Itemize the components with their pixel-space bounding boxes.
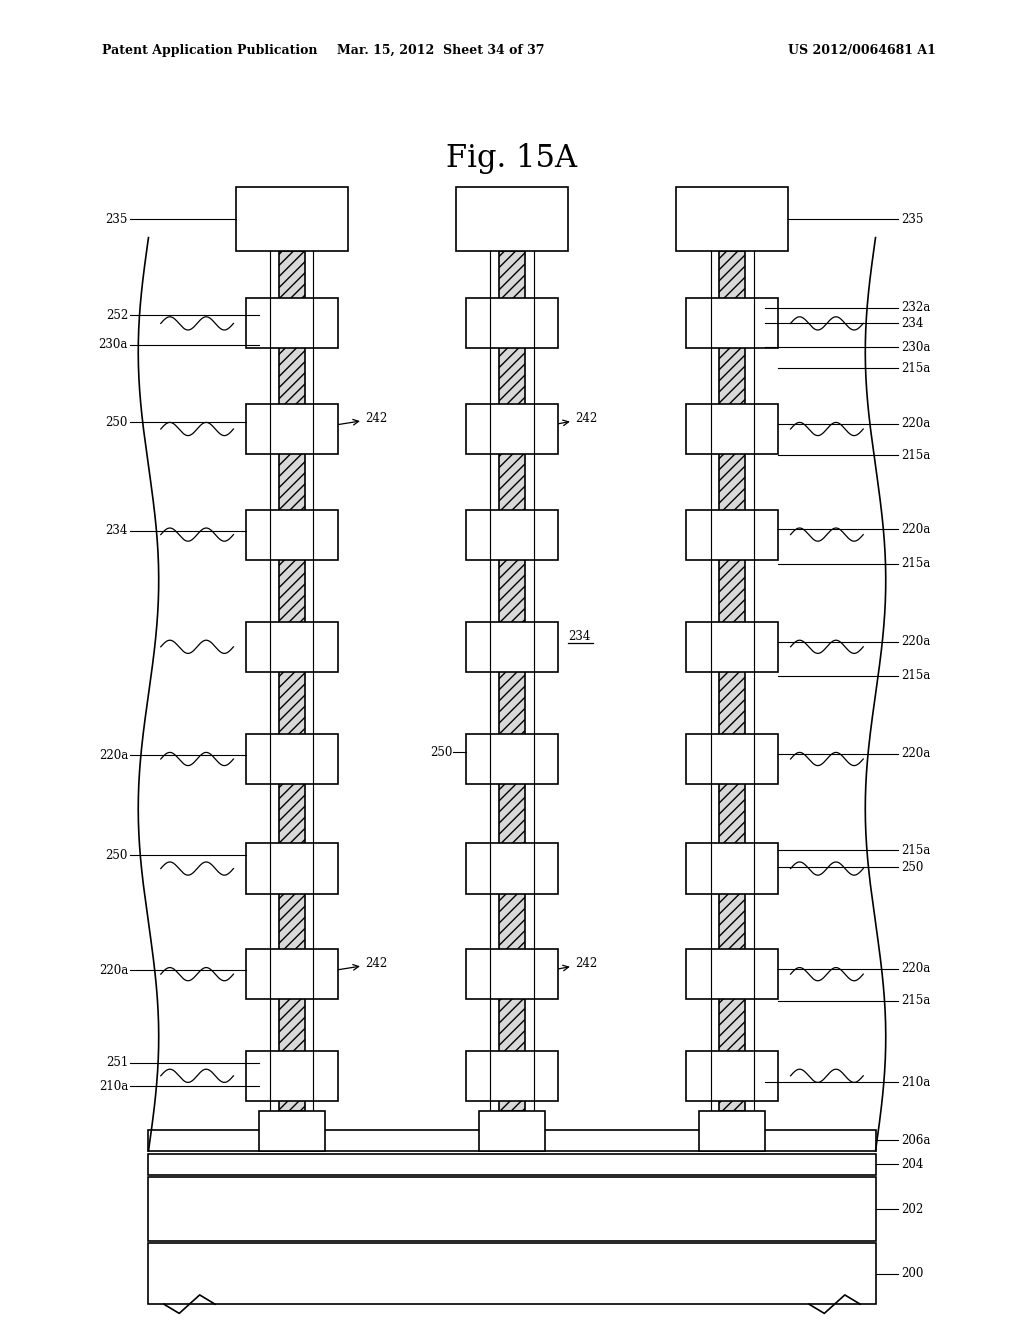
Bar <box>466 1051 558 1101</box>
Bar <box>279 251 305 1111</box>
Bar <box>148 1243 876 1304</box>
Bar <box>686 843 778 894</box>
Text: 234: 234 <box>568 630 591 643</box>
Text: 220a: 220a <box>98 748 128 762</box>
Bar <box>236 187 348 251</box>
Text: 215a: 215a <box>901 557 931 570</box>
Text: 242: 242 <box>313 412 388 429</box>
Bar <box>456 187 568 251</box>
Text: 251: 251 <box>105 1056 128 1069</box>
Bar <box>686 1051 778 1101</box>
Bar <box>148 1130 876 1151</box>
Text: 210a: 210a <box>98 1080 128 1093</box>
Text: 233: 233 <box>501 207 523 220</box>
Text: Mar. 15, 2012  Sheet 34 of 37: Mar. 15, 2012 Sheet 34 of 37 <box>337 44 544 57</box>
Bar <box>676 187 788 251</box>
Text: 206a: 206a <box>901 1134 931 1147</box>
Text: Fig. 15A: Fig. 15A <box>446 143 578 174</box>
Text: 215a: 215a <box>901 449 931 462</box>
Text: 232a: 232a <box>901 301 931 314</box>
Bar <box>466 404 558 454</box>
Bar <box>466 510 558 560</box>
Text: 240: 240 <box>322 207 344 220</box>
Text: 235: 235 <box>901 213 924 226</box>
Bar <box>246 734 338 784</box>
Text: 204: 204 <box>901 1158 924 1171</box>
Text: 220a: 220a <box>98 964 128 977</box>
Text: 200: 200 <box>901 1267 924 1280</box>
Bar <box>466 298 558 348</box>
Bar <box>258 1111 325 1151</box>
Text: 215a: 215a <box>901 669 931 682</box>
Text: 250: 250 <box>105 849 128 862</box>
Text: 220a: 220a <box>901 962 931 975</box>
Bar <box>466 843 558 894</box>
Bar <box>479 1111 545 1151</box>
Text: 202: 202 <box>901 1203 924 1216</box>
Bar <box>686 298 778 348</box>
Bar <box>466 734 558 784</box>
Bar <box>148 1154 876 1175</box>
Bar <box>686 734 778 784</box>
Text: 242: 242 <box>534 412 598 429</box>
Text: 250: 250 <box>901 861 924 874</box>
Bar <box>246 404 338 454</box>
Text: 242: 242 <box>313 957 388 974</box>
Text: 215a: 215a <box>901 994 931 1007</box>
Text: US 2012/0064681 A1: US 2012/0064681 A1 <box>788 44 936 57</box>
Bar <box>466 949 558 999</box>
Bar <box>246 298 338 348</box>
Text: 250: 250 <box>105 416 128 429</box>
Text: 240: 240 <box>680 207 702 220</box>
Text: 220a: 220a <box>901 635 931 648</box>
Bar <box>686 404 778 454</box>
Text: 234: 234 <box>901 317 924 330</box>
Bar <box>698 1111 766 1151</box>
Bar <box>246 1051 338 1101</box>
Bar <box>719 251 745 1111</box>
Bar <box>686 510 778 560</box>
Text: 250: 250 <box>430 746 453 759</box>
Text: 215a: 215a <box>901 843 931 857</box>
Text: 242: 242 <box>534 957 598 974</box>
Text: 215a: 215a <box>901 362 931 375</box>
Bar <box>686 622 778 672</box>
Text: 252: 252 <box>105 309 128 322</box>
Bar <box>499 251 525 1111</box>
Bar <box>686 949 778 999</box>
Bar <box>246 622 338 672</box>
Bar <box>466 622 558 672</box>
Bar <box>246 510 338 560</box>
Text: 220a: 220a <box>901 747 931 760</box>
Text: 235: 235 <box>105 213 128 226</box>
Text: Patent Application Publication: Patent Application Publication <box>102 44 317 57</box>
Text: 210a: 210a <box>901 1076 931 1089</box>
Text: 230a: 230a <box>901 341 931 354</box>
Text: 234: 234 <box>105 524 128 537</box>
Bar <box>246 949 338 999</box>
Text: 220a: 220a <box>901 417 931 430</box>
Bar <box>246 843 338 894</box>
Bar <box>148 1177 876 1241</box>
Text: 230a: 230a <box>98 338 128 351</box>
Text: 220a: 220a <box>901 523 931 536</box>
